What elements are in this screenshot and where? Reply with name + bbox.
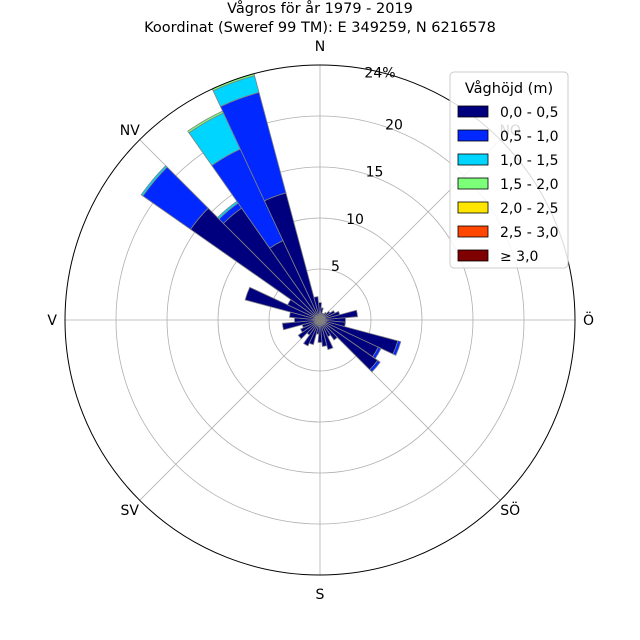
legend-label: 0,0 - 0,5 xyxy=(500,105,558,121)
legend-label: ≥ 3,0 xyxy=(500,249,538,265)
radial-max-label: 24% xyxy=(364,66,395,82)
legend-label: 0,5 - 1,0 xyxy=(500,129,558,145)
direction-label: NV xyxy=(120,123,140,139)
legend-label: 2,0 - 2,5 xyxy=(500,201,558,217)
wind-rose-bar xyxy=(319,309,359,321)
legend-title: Våghöjd (m) xyxy=(465,80,553,97)
legend-swatch xyxy=(457,105,489,118)
wind-rose-bar xyxy=(369,359,381,373)
legend-swatch xyxy=(457,129,489,142)
legend-label: 2,5 - 3,0 xyxy=(500,225,558,241)
chart-subtitle: Koordinat (Sweref 99 TM): E 349259, N 62… xyxy=(144,20,496,36)
direction-label: Ö xyxy=(583,311,594,329)
legend-swatch xyxy=(457,225,489,238)
legend-box xyxy=(449,71,569,269)
direction-label: V xyxy=(47,313,57,329)
wind-rose-bar xyxy=(244,286,321,321)
chart-title: Vågros för år 1979 - 2019 xyxy=(227,1,413,17)
legend-swatch xyxy=(457,249,489,262)
wind-rose-bar xyxy=(319,319,338,341)
radial-tick-label: 5 xyxy=(331,259,340,275)
radial-tick-label: 20 xyxy=(385,118,403,134)
direction-label: SV xyxy=(121,503,140,519)
legend-swatch xyxy=(457,153,489,166)
wind-rose-bar xyxy=(313,296,321,321)
angular-grid-line xyxy=(139,319,321,501)
wind-rose-bar xyxy=(297,319,321,340)
wind-rose-bar xyxy=(392,340,402,356)
radial-tick-label: 10 xyxy=(346,212,364,228)
wind-rose-bar xyxy=(140,165,168,197)
wind-rose-bar xyxy=(319,319,328,347)
direction-label: SÖ xyxy=(500,501,520,519)
wind-rose-bar xyxy=(319,319,334,351)
chart-title-block: Vågros för år 1979 - 2019 Koordinat (Swe… xyxy=(0,0,640,38)
wind-rose-bar xyxy=(281,319,321,331)
legend-label: 1,0 - 1,5 xyxy=(500,153,558,169)
wind-rose-bar xyxy=(317,319,323,343)
direction-label: N xyxy=(315,39,325,55)
polar-outer-circle xyxy=(64,64,576,576)
legend-swatch xyxy=(457,177,489,190)
wind-rose-bar xyxy=(300,319,321,333)
legend-swatch xyxy=(457,201,489,214)
direction-label: S xyxy=(316,587,325,603)
radial-tick-label: 15 xyxy=(366,165,384,181)
legend-label: 1,5 - 2,0 xyxy=(500,177,558,193)
